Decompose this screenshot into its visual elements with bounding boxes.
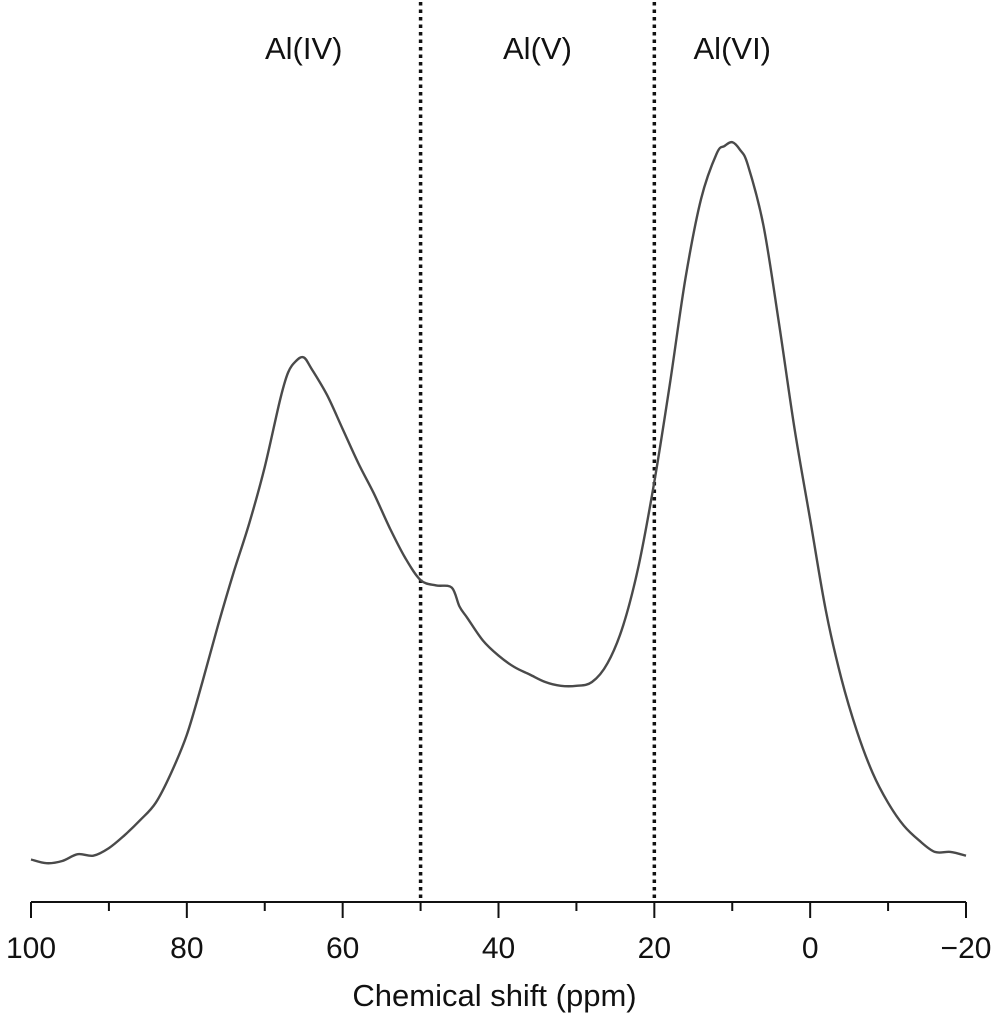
- region-labels: Al(IV) Al(V) Al(VI): [265, 31, 771, 66]
- region-dividers: [418, 2, 657, 902]
- x-tick-label: 100: [6, 932, 56, 965]
- spectrum-line: [30, 140, 967, 865]
- region-label: Al(V): [503, 31, 572, 66]
- region-label: Al(VI): [694, 31, 772, 66]
- x-tick-label: 60: [326, 932, 359, 965]
- region-label: Al(IV): [265, 31, 343, 66]
- x-tick-label: 80: [170, 932, 203, 965]
- x-axis-title: Chemical shift (ppm): [352, 978, 636, 1013]
- x-tick-label: 0: [802, 932, 819, 965]
- x-tick-label: 40: [482, 932, 515, 965]
- x-axis-ticks: [30, 902, 967, 918]
- x-axis-tick-labels: 100 80 60 40 20 0 −20: [6, 932, 991, 965]
- x-tick-label: −20: [941, 932, 992, 965]
- x-tick-label: 20: [638, 932, 671, 965]
